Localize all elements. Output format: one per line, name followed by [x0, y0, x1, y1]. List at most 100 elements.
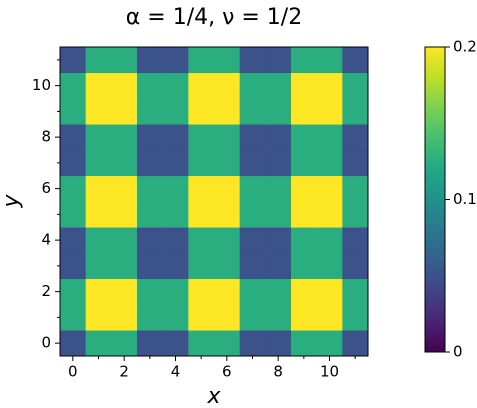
y-tick-label: 0: [41, 334, 51, 352]
heatmap-cell: [137, 47, 163, 74]
y-tick-label: 8: [41, 128, 51, 146]
heatmap-cell: [342, 124, 369, 151]
heatmap-cell: [85, 72, 112, 99]
heatmap-cell: [239, 253, 266, 280]
heatmap-cell: [85, 278, 112, 305]
y-tick-label: 10: [32, 76, 51, 94]
heatmap-cell: [265, 227, 292, 254]
heatmap-cell: [85, 330, 112, 357]
heatmap-cell: [111, 330, 138, 357]
heatmap-cell: [85, 201, 112, 228]
heatmap-cell: [342, 278, 369, 305]
heatmap-cell: [60, 278, 86, 305]
heatmap-cell: [265, 124, 292, 151]
heatmap-cell: [265, 175, 292, 202]
heatmap-cell: [316, 98, 343, 125]
heatmap-cell: [137, 227, 163, 254]
heatmap-cell: [111, 227, 138, 254]
heatmap-cell: [111, 98, 138, 125]
heatmap-cell: [137, 278, 163, 305]
heatmap-cell: [342, 98, 369, 125]
x-tick-label: 8: [273, 363, 283, 381]
heatmap-cell: [291, 150, 317, 177]
heatmap-cell: [316, 227, 343, 254]
heatmap-cell: [188, 253, 215, 280]
heatmap-cell: [111, 124, 138, 151]
heatmap-cell: [162, 72, 189, 99]
heatmap-cell: [291, 72, 317, 99]
heatmap-cell: [162, 253, 189, 280]
heatmap-cell: [316, 72, 343, 99]
heatmap-cell: [188, 47, 215, 74]
heatmap-cell: [291, 304, 317, 331]
heatmap-cell: [291, 201, 317, 228]
heatmap-cell: [85, 98, 112, 125]
heatmap-cell: [60, 304, 86, 331]
heatmap-cell: [214, 201, 240, 228]
heatmap-cell: [291, 227, 317, 254]
heatmap-cell: [60, 227, 86, 254]
heatmap-cell: [316, 304, 343, 331]
heatmap-cell: [291, 124, 317, 151]
chart-title: α = 1/4, ν = 1/2: [126, 5, 302, 30]
heatmap-cell: [342, 175, 369, 202]
heatmap-cell: [60, 253, 86, 280]
heatmap-cell: [188, 72, 215, 99]
heatmap-cell: [111, 201, 138, 228]
heatmap-cell: [111, 72, 138, 99]
heatmap-cell: [214, 253, 240, 280]
heatmap-cell: [239, 47, 266, 74]
plot-frame: [59, 46, 369, 357]
heatmap-cell: [111, 278, 138, 305]
heatmap-cell: [239, 124, 266, 151]
heatmap-cell: [265, 253, 292, 280]
heatmap-cell: [239, 330, 266, 357]
heatmap-cell: [111, 47, 138, 74]
heatmap-cell: [265, 304, 292, 331]
heatmap-cell: [188, 201, 215, 228]
heatmap-cell: [342, 227, 369, 254]
heatmap-cell: [214, 47, 240, 74]
heatmap-cell: [342, 47, 369, 74]
heatmap-cell: [137, 98, 163, 125]
heatmap-cell: [85, 253, 112, 280]
heatmap-cell: [316, 278, 343, 305]
y-tick-label: 4: [41, 231, 51, 249]
heatmap-cell: [85, 175, 112, 202]
heatmap-cell: [239, 175, 266, 202]
heatmap-cell: [239, 72, 266, 99]
heatmap-cell: [265, 330, 292, 357]
heatmap-cell: [85, 124, 112, 151]
heatmap-cell: [60, 175, 86, 202]
heatmap-cell: [162, 304, 189, 331]
heatmap-cell: [291, 47, 317, 74]
heatmap-cell: [137, 304, 163, 331]
heatmap-cell: [316, 124, 343, 151]
heatmap-cell: [188, 150, 215, 177]
heatmap-cell: [214, 124, 240, 151]
heatmap-cell: [291, 175, 317, 202]
heatmap-cell: [188, 304, 215, 331]
colorbar-tick-label: 0.1: [453, 190, 477, 208]
heatmap-cell: [214, 72, 240, 99]
heatmap-cell: [137, 124, 163, 151]
heatmap-cell: [188, 227, 215, 254]
heatmap-cell: [137, 201, 163, 228]
heatmap-cell: [162, 227, 189, 254]
heatmap-cell: [111, 150, 138, 177]
heatmap-cell: [316, 201, 343, 228]
heatmap-cell: [214, 227, 240, 254]
heatmap-cell: [214, 278, 240, 305]
heatmap-cell: [111, 253, 138, 280]
heatmap-cell: [85, 47, 112, 74]
heatmap-cell: [239, 227, 266, 254]
heatmap-cell: [291, 98, 317, 125]
heatmap-cell: [239, 98, 266, 125]
heatmap-cell: [162, 278, 189, 305]
heatmap-cell: [137, 253, 163, 280]
x-tick-label: 2: [119, 363, 129, 381]
heatmap-cell: [137, 175, 163, 202]
y-tick-label: 6: [41, 179, 51, 197]
heatmap-cell: [342, 201, 369, 228]
